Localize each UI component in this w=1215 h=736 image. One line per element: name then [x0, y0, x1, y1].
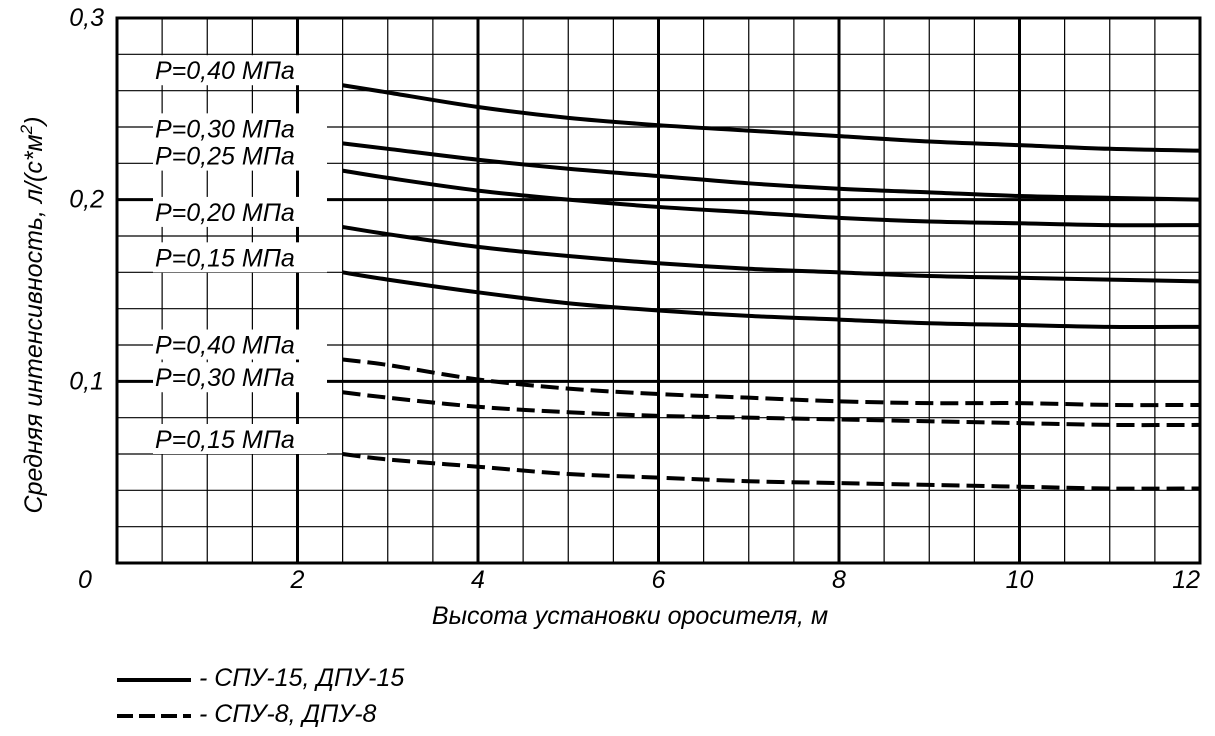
series-line-1 — [342, 83, 1201, 153]
series-line-6 — [342, 357, 1201, 408]
y-axis-label-end: ) — [20, 117, 48, 128]
series-label-5: P=0,15 МПа — [155, 244, 295, 272]
x-tick-label: 0 — [78, 566, 92, 594]
y-axis-label: Средняя интенсивность, л/(с*м2) — [17, 117, 48, 514]
legend-swatch-dashed — [117, 714, 191, 718]
series-label-bg-7 — [153, 362, 327, 393]
x-tick-label: 12 — [1172, 566, 1200, 594]
series-label-2: P=0,30 МПа — [155, 115, 295, 143]
y-axis-label-main: Средняя интенсивность, л/(с*м — [20, 134, 48, 513]
series-line-4 — [342, 224, 1201, 284]
x-tick-label: 4 — [471, 566, 485, 594]
series-label-7: P=0,30 МПа — [155, 364, 295, 392]
series-label-bg-2 — [153, 113, 327, 144]
series-label-bg-5 — [153, 242, 327, 273]
grid — [115, 16, 1202, 565]
tick-labels: 0 2 4 6 8 10 12 0,1 0,2 0,3 — [69, 4, 1200, 594]
series-label-4: P=0,20 МПа — [155, 199, 295, 227]
series-label-bg-4 — [153, 196, 327, 227]
y-tick-label: 0,3 — [69, 4, 104, 32]
series-label-bg-3 — [153, 140, 327, 171]
x-tick-label: 6 — [652, 566, 666, 594]
series-label-bg-1 — [153, 55, 327, 86]
series-label-8: P=0,15 МПа — [155, 426, 295, 454]
series-line-5 — [342, 270, 1201, 329]
legend-label-dashed: - СПУ-8, ДПУ-8 — [199, 700, 377, 728]
x-tick-label: 8 — [832, 566, 846, 594]
legend-label-solid: - СПУ-15, ДПУ-15 — [199, 664, 405, 692]
series-line-2 — [342, 141, 1201, 202]
legend-swatch-solid — [117, 678, 191, 682]
series-label-6: P=0,40 МПа — [155, 332, 295, 360]
x-axis-label: Высота установки оросителя, м — [432, 602, 828, 630]
y-tick-label: 0,1 — [69, 367, 104, 395]
series-label-3: P=0,25 МПа — [155, 143, 295, 171]
x-tick-label: 2 — [290, 566, 305, 594]
series-layer — [342, 83, 1201, 491]
plot-frame — [115, 16, 1202, 565]
y-tick-label: 0,2 — [69, 186, 104, 214]
series-label-1: P=0,40 МПа — [155, 57, 295, 85]
series-label-bg-8 — [153, 424, 327, 454]
series-line-7 — [342, 390, 1201, 428]
y-axis-label-sup: 2 — [17, 124, 36, 135]
series-line-8 — [342, 452, 1201, 491]
series-label-bg-6 — [153, 329, 327, 360]
x-tick-label: 10 — [1006, 566, 1034, 594]
series-line-3 — [342, 168, 1201, 228]
